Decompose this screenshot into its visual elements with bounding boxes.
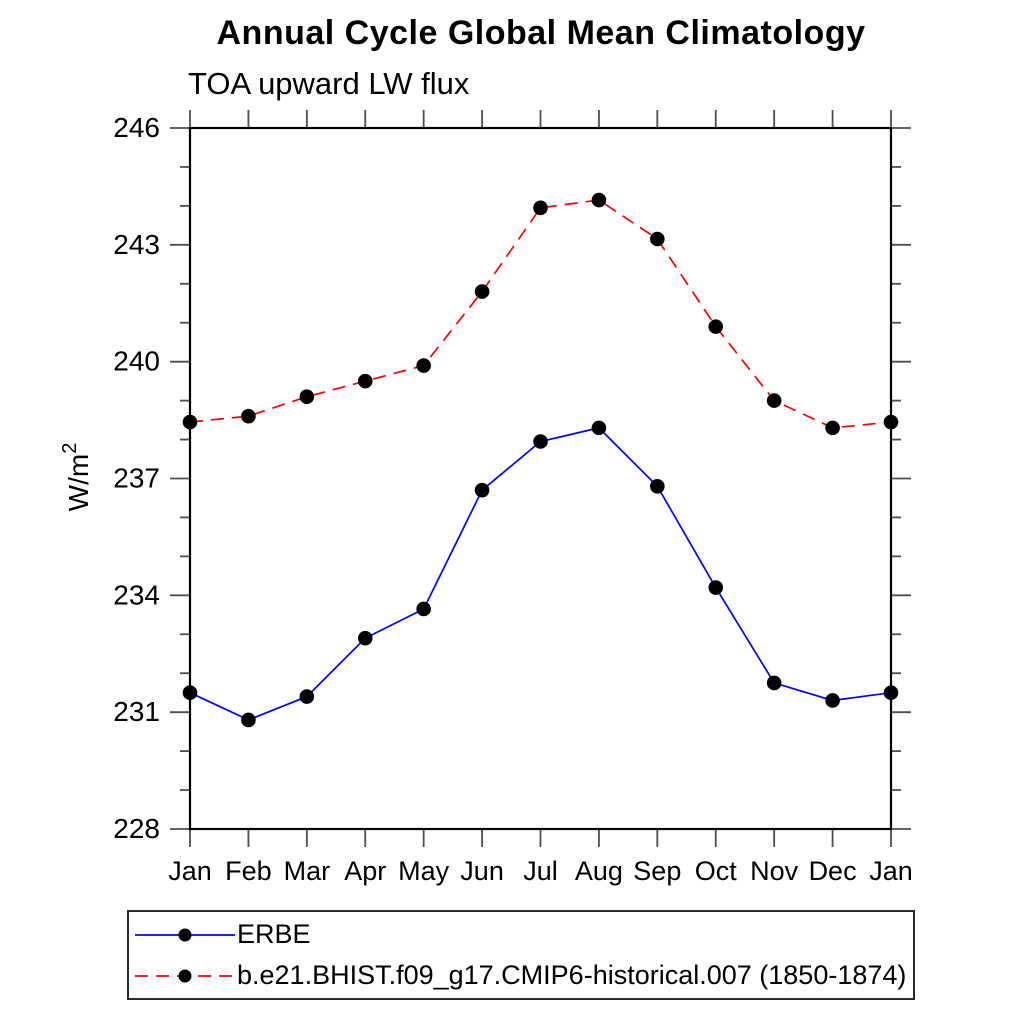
x-tick-label: Sep bbox=[633, 856, 681, 886]
x-tick-label: Jul bbox=[523, 856, 558, 886]
data-point-marker bbox=[241, 712, 256, 728]
legend: ERBE b.e21.BHIST.f09_g17.CMIP6-historica… bbox=[127, 910, 915, 1000]
data-point-marker bbox=[825, 693, 840, 708]
data-point-marker bbox=[591, 192, 607, 208]
y-tick-label: 231 bbox=[113, 696, 160, 727]
x-tick-label: Apr bbox=[344, 856, 386, 886]
data-point-marker bbox=[357, 630, 373, 646]
x-tick-label: Mar bbox=[284, 856, 331, 886]
data-point-marker bbox=[883, 685, 899, 700]
x-tick-label: Feb bbox=[225, 856, 272, 886]
x-tick-label: Jun bbox=[460, 856, 504, 886]
legend-entry-erbe: ERBE bbox=[133, 918, 913, 952]
y-tick-label: 246 bbox=[113, 112, 160, 143]
data-point-marker bbox=[766, 675, 782, 691]
data-point-marker bbox=[357, 373, 373, 389]
x-tick-label: Nov bbox=[750, 856, 799, 886]
series-line-0 bbox=[189, 426, 892, 721]
series-markers-1 bbox=[182, 192, 899, 436]
data-point-marker bbox=[708, 319, 724, 334]
data-point-marker bbox=[474, 482, 490, 498]
legend-sample-marker bbox=[178, 969, 192, 982]
data-point-marker bbox=[416, 601, 431, 617]
data-point-marker bbox=[299, 689, 315, 704]
data-point-marker bbox=[766, 393, 782, 408]
data-point-marker bbox=[708, 580, 724, 595]
x-tick-label: May bbox=[398, 856, 450, 886]
data-point-marker bbox=[241, 408, 256, 424]
y-tick-label: 243 bbox=[113, 229, 160, 260]
y-tick-label: 240 bbox=[113, 346, 160, 377]
x-axis-ticks bbox=[189, 110, 892, 847]
data-point-marker bbox=[650, 478, 665, 494]
legend-label-erbe: ERBE bbox=[237, 919, 311, 949]
x-tick-label: Oct bbox=[695, 856, 738, 886]
data-point-marker bbox=[825, 420, 840, 436]
x-tick-label: Jan bbox=[168, 856, 212, 886]
y-axis-title: W/m2 bbox=[59, 443, 94, 512]
legend-line-sample-dashed bbox=[135, 969, 235, 982]
x-tick-label: Aug bbox=[575, 856, 623, 886]
data-point-marker bbox=[650, 231, 665, 247]
x-tick-label: Dec bbox=[809, 856, 857, 886]
y-axis-ticks bbox=[170, 127, 911, 830]
data-point-marker bbox=[182, 685, 198, 700]
legend-sample-marker bbox=[178, 928, 192, 941]
y-tick-label: 237 bbox=[113, 463, 160, 494]
data-point-marker bbox=[883, 414, 899, 430]
y-axis-labels: 228 231 234 237 240 243 246 bbox=[113, 112, 160, 844]
series-line-1 bbox=[189, 199, 892, 429]
data-point-marker bbox=[533, 434, 548, 449]
x-tick-label: Jan bbox=[869, 856, 913, 886]
data-point-marker bbox=[299, 389, 315, 405]
data-point-marker bbox=[416, 358, 431, 373]
plot-box bbox=[188, 126, 893, 831]
data-point-marker bbox=[474, 284, 490, 299]
legend-entry-model: b.e21.BHIST.f09_g17.CMIP6-historical.007… bbox=[133, 959, 913, 993]
series-markers-0 bbox=[182, 420, 899, 728]
y-tick-label: 228 bbox=[113, 813, 160, 844]
data-point-marker bbox=[182, 414, 198, 430]
chart-title: Annual Cycle Global Mean Climatology bbox=[216, 14, 866, 52]
data-point-marker bbox=[533, 200, 548, 216]
legend-line-sample-solid bbox=[135, 928, 235, 941]
x-axis-labels: Jan Feb Mar Apr May Jun Jul Aug Sep Oct Nov Dec Jan bbox=[168, 856, 913, 886]
legend-label-model: b.e21.BHIST.f09_g17.CMIP6-historical.007… bbox=[237, 960, 907, 990]
y-tick-label: 234 bbox=[113, 579, 160, 610]
data-point-marker bbox=[591, 420, 607, 436]
chart-subtitle: TOA upward LW flux bbox=[188, 66, 470, 101]
